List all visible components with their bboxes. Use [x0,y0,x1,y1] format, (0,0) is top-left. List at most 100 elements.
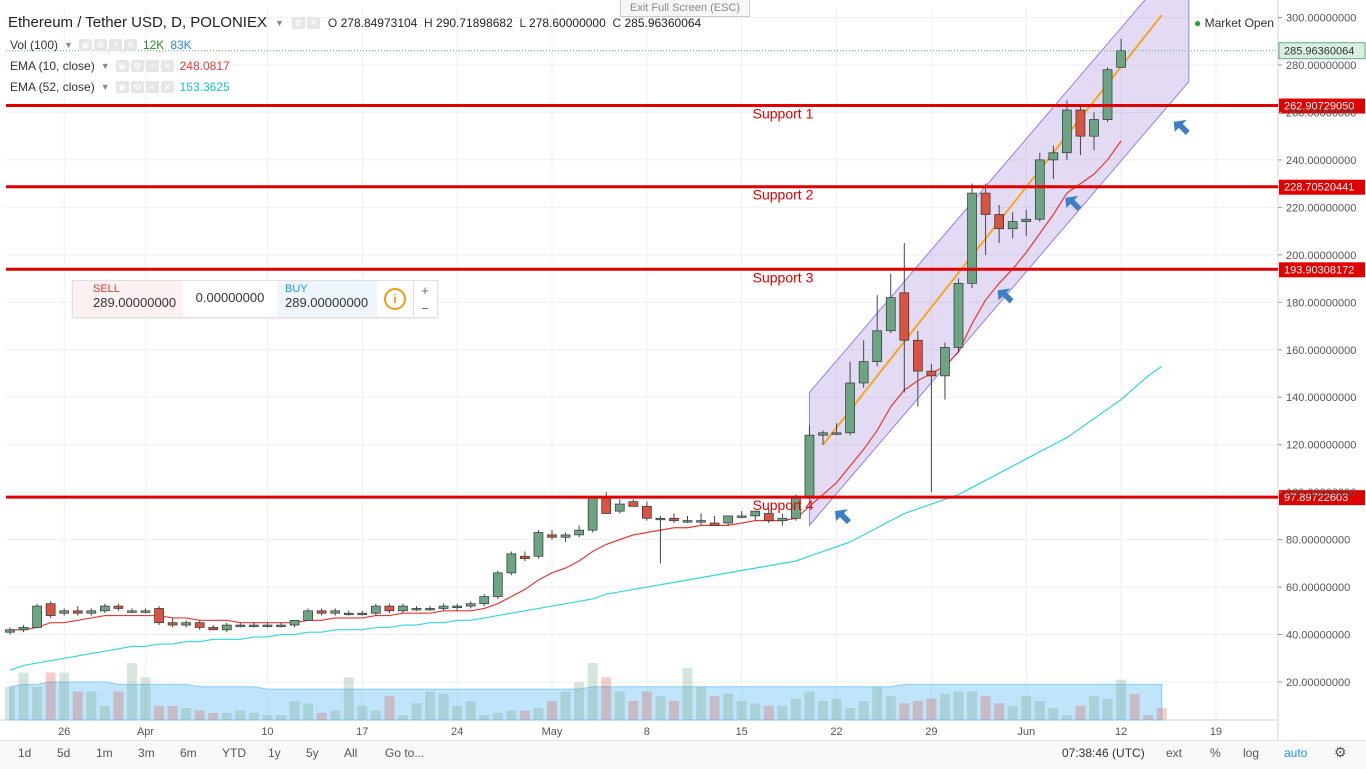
x-tick-label: 15 [736,726,748,738]
volume-bar [1061,715,1072,720]
candle-body [357,612,368,616]
range-1m[interactable]: 1m [96,746,113,760]
x-tick-label: 22 [830,726,842,738]
volume-bar [1007,705,1018,720]
range-5y[interactable]: 5y [306,746,319,760]
candle [5,627,15,635]
volume-bar [181,708,192,720]
volume-bar [167,705,178,720]
candle [113,603,124,611]
volume-bar [397,715,408,720]
close-icon[interactable]: ✕ [123,39,137,51]
chevron-down-icon[interactable]: ▼ [100,82,110,92]
gear-icon[interactable]: ⚙ [1334,744,1347,760]
support-price-tag [1279,262,1365,278]
settings-icon[interactable]: ⚙ [93,39,107,51]
ema52-line [9,365,1163,671]
support-price-tag [1279,179,1365,195]
candle [1116,38,1126,68]
volume-bar [926,698,937,720]
close-icon[interactable]: ✕ [160,60,174,72]
volume-bar [777,705,788,720]
arrow-icon [1173,119,1190,135]
eye-icon[interactable]: ◉ [115,81,129,93]
eye-icon[interactable]: ◉ [78,39,92,51]
goto-button[interactable]: Go to... [385,746,425,760]
volume-bar [1075,705,1086,720]
candle-body [506,553,517,574]
candle-body [750,510,761,517]
candle [560,532,571,542]
percent-toggle[interactable]: % [1210,746,1221,760]
ext-toggle[interactable]: ext [1166,746,1183,760]
volume-bar [99,705,110,720]
candle-body [411,608,422,611]
range-ytd[interactable]: YTD [222,746,246,760]
buy-button[interactable]: BUY 289.00000000 [277,281,377,317]
candle-body [59,610,70,614]
close-icon[interactable]: ✕ [160,81,174,93]
x-tick-label: 10 [261,726,273,738]
indicator-ema52[interactable]: EMA (52, close) ▼ ◉ ⚙ + ✕ 153.3625 [10,80,230,94]
candle-body [18,627,29,631]
settings-icon[interactable]: ⚙ [130,81,144,93]
candle [492,570,503,599]
indicator-vol[interactable]: Vol (100) ▼ ◉ ⚙ + ✕ 12K 83K [10,38,192,52]
eye-icon[interactable]: ◉ [115,60,129,72]
volume-bar [818,701,828,720]
add-icon[interactable]: + [145,81,159,93]
range-3m[interactable]: 3m [138,746,155,760]
candle-body [438,605,449,609]
y-tick-label: 260.00000000 [1286,107,1356,119]
volume-bar [750,703,761,720]
volume-bar [967,691,978,720]
chevron-down-icon[interactable]: ▼ [274,17,284,28]
symbol-title[interactable]: Ethereum / Tether USD, D, POLONIEX [8,14,267,31]
candle-body [587,496,598,531]
close-icon[interactable]: ✕ [306,16,320,29]
candle [1075,105,1086,156]
candle-body [912,339,923,372]
candle [655,515,666,564]
volume-bar [411,703,422,720]
range-5d[interactable]: 5d [57,746,71,760]
candle-body [316,610,327,614]
candle-body [99,605,110,612]
auto-toggle[interactable]: auto [1284,746,1308,760]
chevron-down-icon[interactable]: ▼ [64,40,73,50]
candle [831,423,842,436]
indicator-ema10[interactable]: EMA (10, close) ▼ ◉ ⚙ + ✕ 248.0817 [10,59,230,73]
range-all[interactable]: All [344,746,358,760]
volume-bar [343,677,354,720]
minus-button[interactable]: − [421,300,429,316]
chart-canvas[interactable]: Support 1 262.90729050 Support 2 228.705204… [0,0,1366,740]
volume-bar [994,703,1005,720]
candle-body [1048,152,1059,161]
support-price-label: 228.70520441 [1284,182,1354,194]
clock-timezone[interactable]: 07:38:46 (UTC) [1062,746,1145,760]
volume-bar [560,691,571,720]
candle [140,608,151,614]
range-1d[interactable]: 1d [18,746,32,760]
settings-icon[interactable]: ⚙ [130,60,144,72]
candle [59,608,70,616]
exit-full-screen-button[interactable]: Exit Full Screen (ESC) [620,0,750,17]
settings-icon[interactable]: ⚙ [291,16,305,29]
range-6m[interactable]: 6m [180,746,197,760]
y-tick-label: 220.00000000 [1286,202,1356,214]
sell-button[interactable]: SELL 289.00000000 [73,281,183,317]
log-toggle[interactable]: log [1243,746,1260,760]
plus-button[interactable]: + [421,282,429,298]
candle-body [194,622,205,628]
candle [885,273,896,334]
candle-body [425,608,435,611]
range-1y[interactable]: 1y [268,746,281,760]
chevron-down-icon[interactable]: ▼ [100,61,110,71]
volume-bar [330,710,341,720]
add-icon[interactable]: + [145,60,159,72]
add-icon[interactable]: + [108,39,122,51]
y-tick-label: 40.00000000 [1286,630,1350,642]
info-button[interactable]: i [377,281,413,317]
candle-body [1034,159,1045,220]
